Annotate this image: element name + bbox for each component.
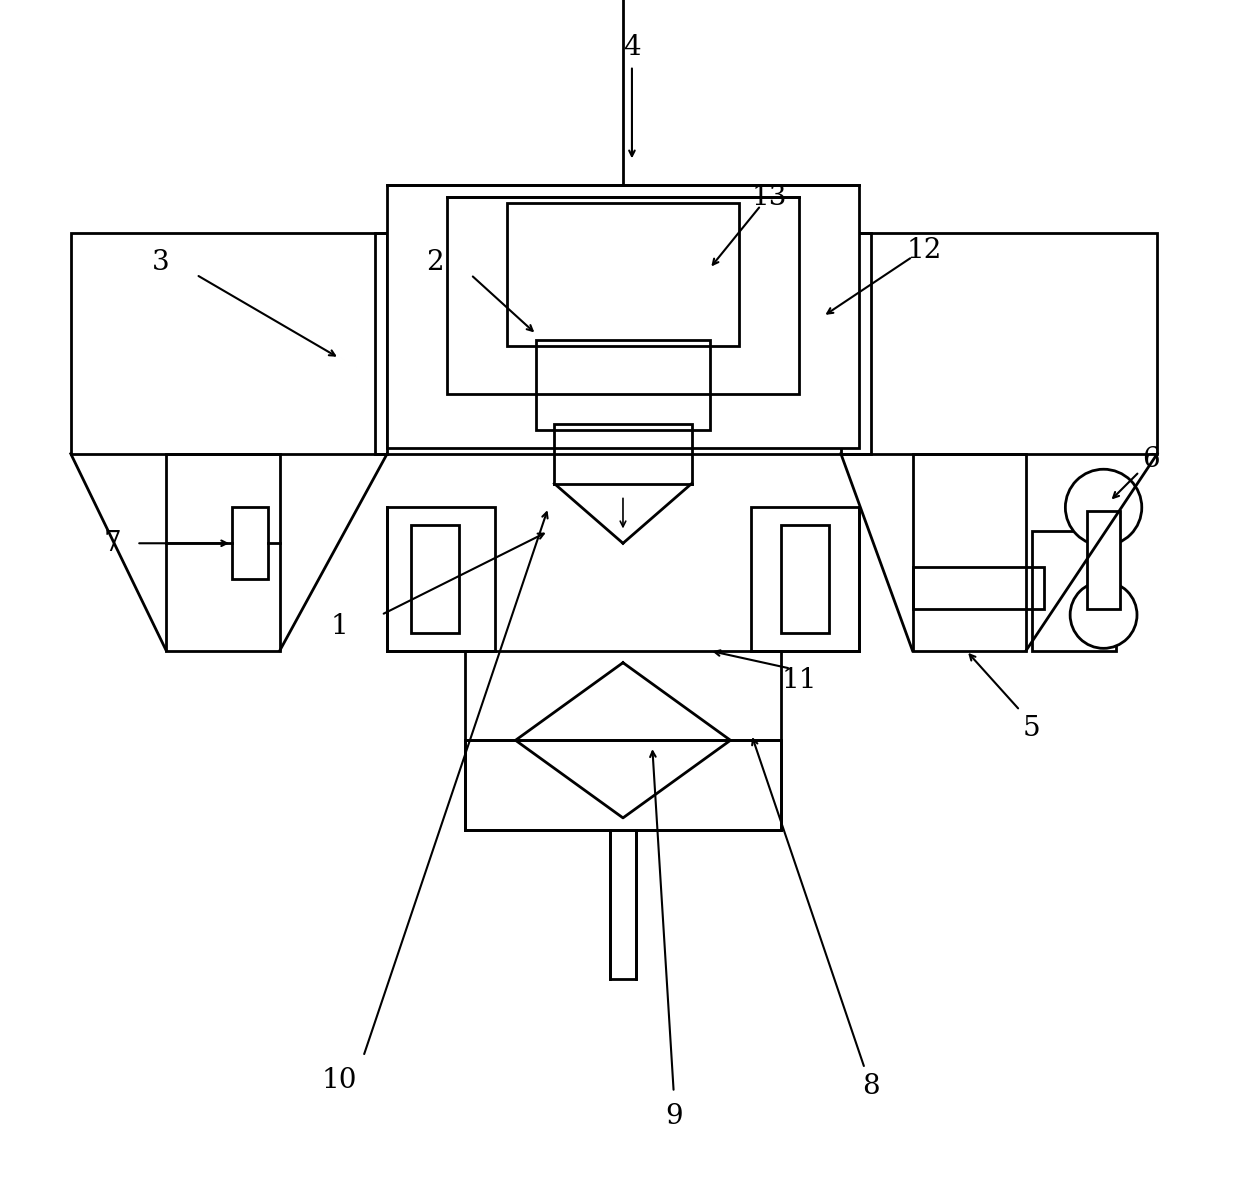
Text: 12: 12: [906, 238, 942, 264]
Bar: [410, 525, 459, 633]
Text: 8: 8: [862, 1073, 879, 1100]
Bar: [232, 507, 268, 579]
Bar: [537, 340, 709, 430]
Bar: [913, 454, 1025, 651]
Bar: [465, 740, 781, 830]
Circle shape: [1070, 581, 1137, 648]
Bar: [465, 651, 781, 740]
Bar: [387, 185, 859, 448]
Bar: [781, 525, 830, 633]
Circle shape: [1065, 469, 1142, 546]
Bar: [751, 507, 859, 651]
Text: 13: 13: [751, 184, 787, 210]
Bar: [913, 567, 1044, 609]
Text: 7: 7: [104, 530, 122, 556]
Bar: [507, 203, 739, 346]
Text: 10: 10: [321, 1067, 357, 1094]
Bar: [554, 424, 692, 484]
Text: 3: 3: [151, 250, 169, 276]
Bar: [841, 233, 1157, 454]
Bar: [71, 233, 387, 454]
Bar: [376, 233, 870, 454]
Polygon shape: [554, 484, 692, 543]
Bar: [446, 197, 799, 394]
Text: 2: 2: [427, 250, 444, 276]
Bar: [1086, 511, 1120, 609]
Text: 5: 5: [1023, 715, 1040, 741]
Bar: [1032, 531, 1116, 651]
Bar: [166, 454, 280, 651]
Text: 9: 9: [665, 1103, 682, 1130]
Text: 6: 6: [1142, 447, 1161, 473]
Text: 4: 4: [624, 35, 641, 61]
Bar: [610, 830, 636, 979]
Text: 11: 11: [781, 667, 817, 694]
Text: 1: 1: [331, 614, 348, 640]
Bar: [387, 507, 495, 651]
